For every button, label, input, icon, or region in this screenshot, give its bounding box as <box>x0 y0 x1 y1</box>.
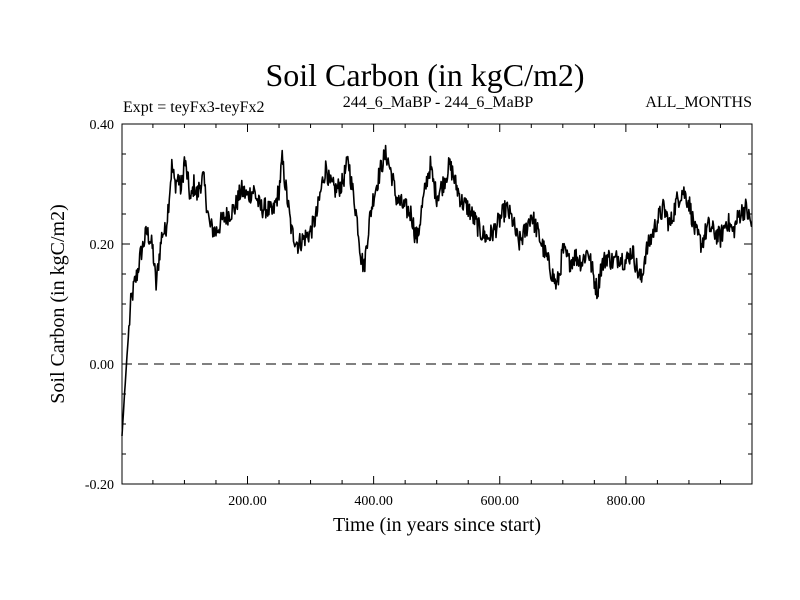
axis-tick-labels: 200.00 400.00 600.00 800.00 -0.20 0.00 0.20 0.4… <box>85 118 645 509</box>
chart-title: Soil Carbon (in kgC/m2) <box>265 57 584 93</box>
x-tick-label: 400.00 <box>354 494 393 509</box>
y-tick-label: 0.00 <box>90 358 115 373</box>
y-tick-label: 0.20 <box>90 238 115 253</box>
experiment-label: Expt = teyFx3-teyFx2 <box>123 99 264 116</box>
months-label: ALL_MONTHS <box>645 94 752 111</box>
y-tick-label: 0.40 <box>90 118 115 133</box>
x-tick-label: 200.00 <box>228 494 267 509</box>
period-label: 244_6_MaBP - 244_6_MaBP <box>343 94 534 111</box>
x-tick-label: 600.00 <box>480 494 519 509</box>
y-tick-label: -0.20 <box>85 478 114 493</box>
plot-frame <box>121 123 753 485</box>
x-tick-label: 800.00 <box>607 494 646 509</box>
y-axis-label: Soil Carbon (in kgC/m2) <box>47 204 69 403</box>
x-axis-label: Time (in years since start) <box>333 514 541 536</box>
axis-ticks <box>122 124 752 484</box>
soil-carbon-series-line <box>121 144 753 437</box>
